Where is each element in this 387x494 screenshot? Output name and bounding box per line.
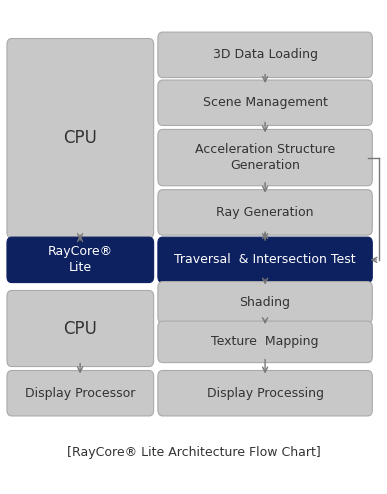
FancyBboxPatch shape [158, 370, 372, 416]
Text: Scene Management: Scene Management [203, 96, 327, 109]
FancyBboxPatch shape [158, 32, 372, 78]
Text: Acceleration Structure
Generation: Acceleration Structure Generation [195, 143, 335, 172]
FancyBboxPatch shape [158, 321, 372, 363]
FancyBboxPatch shape [158, 129, 372, 186]
FancyBboxPatch shape [7, 237, 154, 283]
FancyBboxPatch shape [158, 237, 372, 283]
Text: Display Processor: Display Processor [25, 387, 135, 400]
FancyBboxPatch shape [7, 39, 154, 238]
Text: Display Processing: Display Processing [207, 387, 324, 400]
FancyBboxPatch shape [158, 80, 372, 125]
Text: RayCore®
Lite: RayCore® Lite [48, 246, 113, 274]
Text: Ray Generation: Ray Generation [216, 206, 314, 219]
Text: CPU: CPU [63, 320, 97, 337]
Text: CPU: CPU [63, 129, 97, 147]
Text: Texture  Mapping: Texture Mapping [211, 335, 319, 348]
Text: Shading: Shading [240, 296, 291, 309]
Text: Traversal  & Intersection Test: Traversal & Intersection Test [174, 253, 356, 266]
FancyBboxPatch shape [158, 190, 372, 235]
FancyBboxPatch shape [7, 290, 154, 367]
Text: [RayCore® Lite Architecture Flow Chart]: [RayCore® Lite Architecture Flow Chart] [67, 446, 320, 458]
Text: 3D Data Loading: 3D Data Loading [212, 48, 318, 61]
FancyBboxPatch shape [7, 370, 154, 416]
FancyBboxPatch shape [158, 282, 372, 323]
